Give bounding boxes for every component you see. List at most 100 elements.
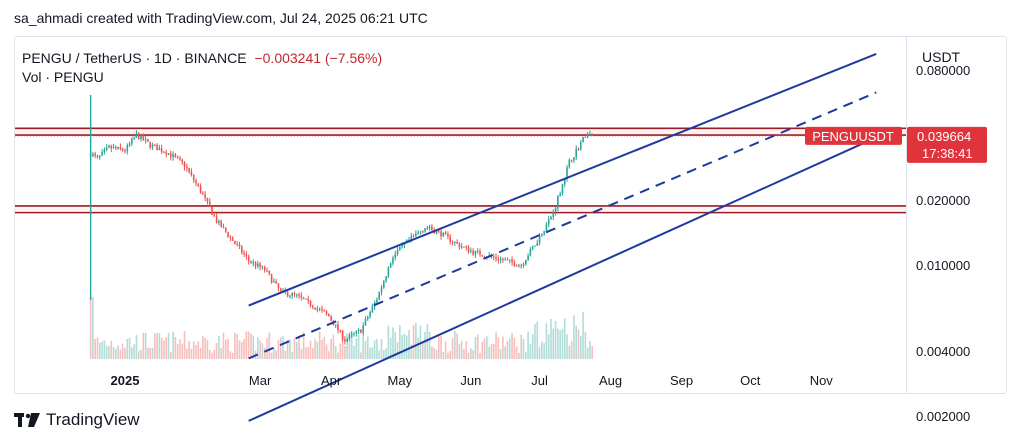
tradingview-logo[interactable]: TradingView [14,410,140,430]
volume-bar [135,334,138,359]
candle [323,309,326,312]
candle [360,328,362,334]
candle-body [495,257,497,259]
candle [192,174,195,183]
volume-bar [257,337,259,359]
candle-body [328,313,330,317]
volume-bar [245,331,248,359]
volume-bar [554,321,557,359]
volume-bar [108,346,110,359]
candle-body [451,241,454,243]
candle [378,291,381,301]
volume-bar [133,344,135,359]
candle-body [522,264,525,266]
volume-legend-label: Vol · PENGU [22,69,104,85]
candle-body [211,206,213,215]
volume-bar [186,348,188,359]
candle-body [94,153,97,156]
volume-bar [550,318,552,359]
candle-body [506,259,509,261]
volume-bar [275,350,277,359]
volume-bar [508,338,511,359]
candle [550,215,552,220]
candle-body [458,243,461,248]
volume-bar [224,339,227,359]
candle [156,143,158,151]
volume-bar [481,341,484,359]
candle [344,336,346,345]
candle-body [541,233,543,236]
candle [474,250,477,258]
candle [218,219,220,226]
currency-label[interactable]: USDT [922,49,961,65]
candle-body [305,298,307,300]
candle-body [206,197,209,202]
volume-bar [371,347,374,359]
candle-body [525,260,527,265]
candle-body [508,259,511,261]
last-price-value: 0.039664 [917,129,971,144]
candle-body [135,133,138,138]
volume-bar [298,335,300,359]
candle-body [181,159,184,163]
volume-bar [573,315,575,359]
candle-body [137,133,140,140]
time-axis: 2025 Mar Apr May Jun Jul Aug Sep Oct Nov [111,373,834,388]
candle-body [241,246,243,253]
volume-bar [165,337,168,359]
candle [547,215,550,228]
volume-bar [268,332,271,359]
volume-bar [403,333,406,359]
volume-bar [557,328,559,359]
candle [215,213,218,224]
price-tick-label: 0.004000 [916,344,970,359]
symbol-legend[interactable]: PENGU / TetherUS · 1D · BINANCE −0.00324… [22,50,386,66]
volume-bar [312,348,314,359]
volume-bar [378,350,381,359]
candle-body [529,248,532,256]
candle-body [566,167,568,179]
candle-body [582,136,584,143]
candle-body [96,155,99,158]
volume-bar [437,336,440,359]
candle [247,254,250,265]
symbol-price-tag [805,126,902,145]
candle-body [215,216,218,223]
candle [227,231,229,238]
candle [328,313,330,317]
volume-bar [277,339,280,359]
candle [99,155,101,160]
candle-body [247,256,250,261]
candle-body [131,138,133,144]
volume-bar [121,343,124,359]
volume-bar [383,350,385,359]
volume-bar [202,335,204,359]
candle [589,130,591,137]
volume-bar [325,344,328,359]
volume-bar [204,338,206,359]
candle-body [312,305,314,308]
candle-body [577,148,580,150]
volume-bar [167,332,170,359]
candle [222,223,225,229]
volume-bar [451,338,454,359]
volume-legend[interactable]: Vol · PENGU [22,69,108,85]
volume-bar [531,334,534,359]
candle [170,150,172,161]
candle-body [426,227,429,229]
volume-bar [497,337,500,359]
candle [554,206,557,216]
candle [334,324,337,329]
volume-bar [513,337,516,359]
volume-bar [515,346,518,359]
time-tick-label: Sep [670,373,693,388]
candle [529,246,532,257]
candle [364,316,367,326]
candle [428,224,431,232]
candle-body [362,325,364,333]
candle [522,262,525,268]
candle [385,276,387,283]
volume-bar [295,341,298,359]
candle-body [353,333,355,335]
